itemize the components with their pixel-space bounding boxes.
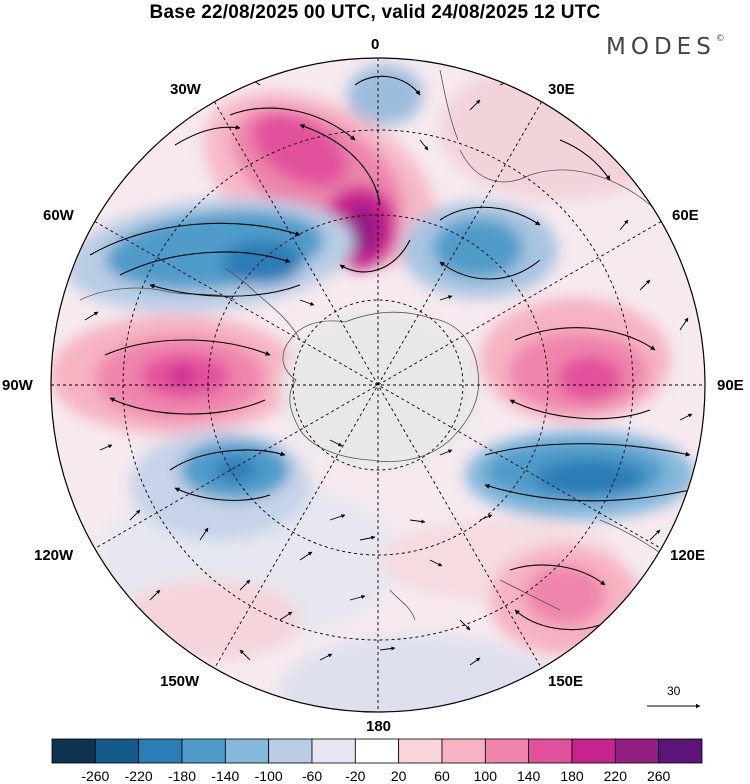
colorbar-swatch bbox=[658, 738, 703, 764]
colorbar-swatch bbox=[181, 738, 226, 764]
colorbar-swatch bbox=[224, 738, 270, 764]
modes-logo: MODES© bbox=[606, 34, 725, 60]
colorbar-swatch bbox=[441, 738, 486, 764]
colorbar-swatch bbox=[571, 738, 616, 764]
label-lon-180: 180 bbox=[366, 718, 392, 735]
colorbar-swatch bbox=[138, 738, 183, 764]
label-lon-30e: 30E bbox=[548, 81, 575, 98]
colorbar-tick-label: -180 bbox=[167, 768, 197, 784]
south-pacific-positive bbox=[51, 315, 300, 435]
colorbar-tick-label: -140 bbox=[211, 768, 240, 784]
colorbar-swatch bbox=[311, 738, 356, 764]
reference-vector-label: 30 bbox=[667, 684, 681, 698]
colorbar-swatch bbox=[528, 738, 573, 764]
colorbar-tick-label: 100 bbox=[473, 768, 498, 784]
colorbar-tick-label: 20 bbox=[390, 768, 407, 784]
colorbar-swatch bbox=[484, 738, 530, 764]
label-lon-120w: 120W bbox=[34, 547, 74, 564]
colorbar-tick-label: -260 bbox=[81, 768, 110, 784]
streamlines bbox=[89, 75, 691, 631]
colorbar-swatch bbox=[268, 738, 313, 764]
label-lon-90e: 90E bbox=[717, 377, 744, 394]
colorbar-swatch bbox=[354, 738, 400, 764]
label-lon-60e: 60E bbox=[672, 207, 699, 224]
label-lon-120e: 120E bbox=[670, 547, 706, 564]
graticule bbox=[51, 58, 705, 712]
label-lon-150e: 150E bbox=[548, 673, 584, 690]
wind-vectors bbox=[84, 77, 693, 677]
colorbar-swatch bbox=[614, 738, 660, 764]
south-indian-negative bbox=[465, 430, 695, 520]
colorbar-tick-label: -60 bbox=[301, 768, 323, 784]
australia-positive bbox=[490, 545, 640, 655]
colorbar-tick-label: 140 bbox=[516, 768, 541, 784]
label-lon-30w: 30W bbox=[170, 81, 201, 98]
weddell-negative bbox=[65, 198, 355, 312]
colorbar-swatch bbox=[51, 738, 96, 764]
colorbar bbox=[51, 738, 703, 764]
kerguelen-positive bbox=[480, 298, 670, 422]
colorbar-tick-label: -100 bbox=[254, 768, 283, 784]
colorbar-tick-label: -20 bbox=[345, 768, 366, 784]
map-disc bbox=[51, 58, 705, 712]
pacific-negative bbox=[130, 430, 310, 540]
label-lon-90w: 90W bbox=[2, 377, 33, 394]
greenwich-negative bbox=[347, 65, 423, 125]
colorbar-tick-label: 220 bbox=[603, 768, 628, 784]
indian-ocean-negative bbox=[402, 202, 558, 298]
colorbar-tick-label: 180 bbox=[560, 768, 584, 784]
colorbar-tick-label: 60 bbox=[434, 768, 450, 784]
anomaly-field bbox=[51, 60, 695, 712]
label-lon-0: 0 bbox=[371, 36, 380, 53]
colorbar-swatch bbox=[398, 738, 443, 764]
colorbar-tick-label: 260 bbox=[646, 768, 671, 784]
label-lon-150w: 150W bbox=[160, 673, 200, 690]
colorbar-tick-label: -220 bbox=[124, 768, 153, 784]
map-title: Base 22/08/2025 00 UTC, valid 24/08/2025… bbox=[149, 2, 601, 23]
label-lon-60w: 60W bbox=[43, 207, 74, 224]
map-border bbox=[50, 57, 706, 713]
colorbar-swatch bbox=[94, 738, 140, 764]
